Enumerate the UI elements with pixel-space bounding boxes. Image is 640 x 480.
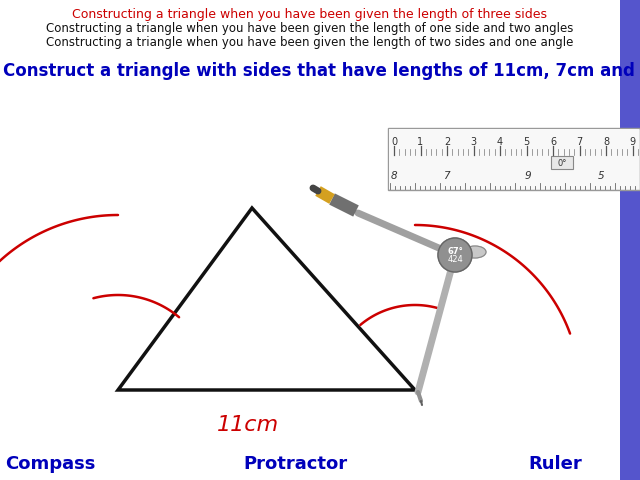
- Ellipse shape: [464, 246, 486, 258]
- FancyBboxPatch shape: [551, 156, 573, 169]
- Bar: [388, 128, 640, 190]
- Text: 9: 9: [525, 171, 531, 181]
- Text: 67°: 67°: [447, 248, 463, 256]
- Text: 7: 7: [577, 137, 582, 147]
- Text: Constructing a triangle when you have been given the length of two sides and one: Constructing a triangle when you have be…: [46, 36, 573, 49]
- Text: Constructing a triangle when you have been given the length of three sides: Constructing a triangle when you have be…: [72, 8, 547, 21]
- Text: 11cm: 11cm: [217, 415, 279, 435]
- Text: Constructing a triangle when you have been given the length of one side and two : Constructing a triangle when you have be…: [46, 22, 573, 35]
- Text: Compass: Compass: [5, 455, 95, 473]
- Text: 9: 9: [629, 137, 636, 147]
- Text: 5: 5: [598, 171, 604, 181]
- Text: 8: 8: [603, 137, 609, 147]
- Text: 424: 424: [447, 255, 463, 264]
- Text: 5: 5: [524, 137, 530, 147]
- Text: Construct a triangle with sides that have lengths of 11cm, 7cm and 8cm: Construct a triangle with sides that hav…: [3, 62, 640, 80]
- Circle shape: [438, 238, 472, 272]
- Text: 0°: 0°: [557, 158, 566, 168]
- Text: 0: 0: [391, 137, 397, 147]
- Text: 1: 1: [417, 137, 424, 147]
- Text: 3: 3: [470, 137, 477, 147]
- Bar: [620, 0, 640, 480]
- Text: Protractor: Protractor: [243, 455, 347, 473]
- Text: 6: 6: [550, 137, 556, 147]
- Text: 4: 4: [497, 137, 503, 147]
- Text: 8: 8: [390, 171, 397, 181]
- Text: 2: 2: [444, 137, 450, 147]
- Text: Ruler: Ruler: [528, 455, 582, 473]
- Bar: [389, 129, 639, 189]
- Text: 7: 7: [443, 171, 449, 181]
